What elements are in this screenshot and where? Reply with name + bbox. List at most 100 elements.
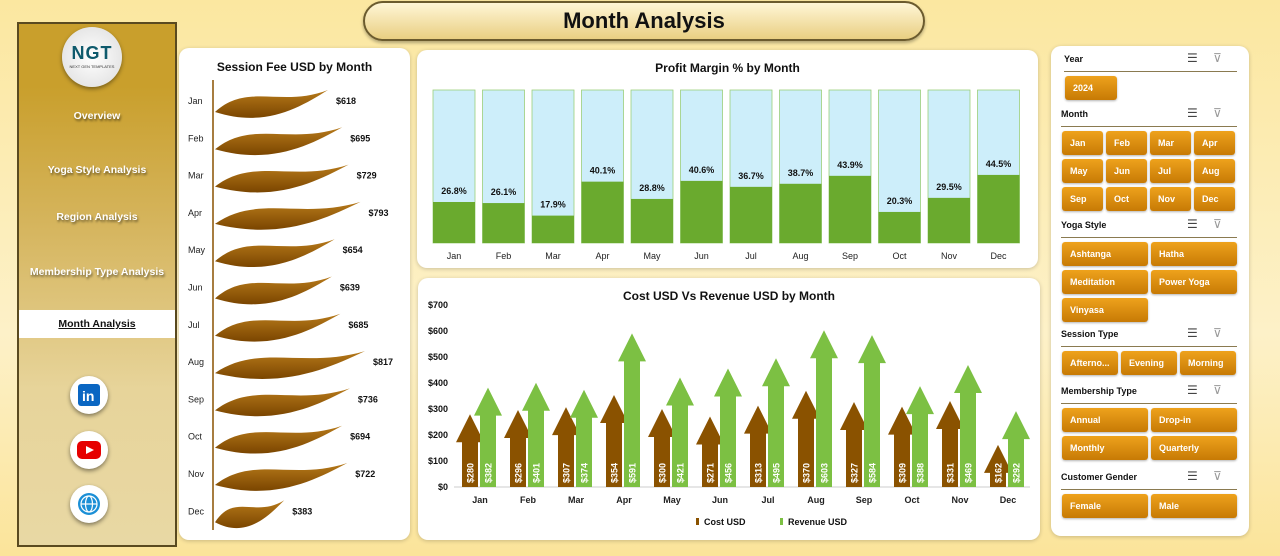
nav-month-analysis[interactable]: Month Analysis [19,310,175,338]
multi-select-icon[interactable]: ☰ [1187,217,1198,231]
y-tick-label: $200 [428,430,448,440]
category-label: Aug [792,251,808,261]
slicer-button[interactable]: Annual [1062,408,1148,432]
category-label: Oct [188,432,203,442]
slicer-button[interactable]: Quarterly [1151,436,1237,460]
slicer-title: Year [1064,54,1084,64]
slicer-button[interactable]: Meditation [1062,270,1148,294]
slicer-button[interactable]: Ashtanga [1062,242,1148,266]
cost-arrow [888,406,916,487]
category-label: Oct [892,251,907,261]
cost-arrow [696,416,724,487]
nav-membership-type-analysis[interactable]: Membership Type Analysis [29,266,165,278]
multi-select-icon[interactable]: ☰ [1187,106,1198,120]
fee-bar [215,313,341,342]
category-label: Apr [595,251,609,261]
slicer-button[interactable]: Male [1151,494,1237,518]
clear-filter-icon[interactable]: ⊽ [1213,326,1222,340]
slicer-button[interactable]: Nov [1150,187,1191,211]
slicer-button[interactable]: Vinyasa [1062,298,1148,322]
slicer-button[interactable]: Jan [1062,131,1103,155]
data-label: 38.7% [788,168,814,178]
category-label: Jan [472,495,488,505]
category-label: Feb [496,251,512,261]
clear-filter-icon[interactable]: ⊽ [1213,106,1222,120]
data-label: $292 [1012,463,1022,483]
data-label: 43.9% [837,160,863,170]
category-label: Apr [616,495,632,505]
data-label: $685 [348,320,368,330]
fee-bar [215,351,365,379]
revenue-arrow [570,389,598,487]
slicer-button[interactable]: Mar [1150,131,1191,155]
category-label: Mar [545,251,561,261]
data-label: $296 [514,463,524,483]
slicer-button[interactable]: Morning [1180,351,1236,375]
clear-filter-icon[interactable]: ⊽ [1213,383,1222,397]
slicer-button[interactable]: Monthly [1062,436,1148,460]
category-label: Feb [188,133,204,143]
multi-select-icon[interactable]: ☰ [1187,51,1198,65]
category-label: Aug [807,495,825,505]
chart-title: Profit Margin % by Month [655,61,800,75]
svg-text:in: in [82,388,94,404]
fee-bar [215,388,350,417]
y-tick-label: $500 [428,352,448,362]
slicer-button[interactable]: Jul [1150,159,1191,183]
divider [1064,71,1237,72]
fee-bar [215,500,285,529]
slicer-button[interactable]: Hatha [1151,242,1237,266]
slicer-button[interactable]: Dec [1194,187,1235,211]
slicer-button[interactable]: Power Yoga [1151,270,1237,294]
data-label: 26.1% [491,187,517,197]
slicer-button[interactable]: Jun [1106,159,1147,183]
slicer-button[interactable]: May [1062,159,1103,183]
multi-select-icon[interactable]: ☰ [1187,326,1198,340]
fee-bar [215,127,343,156]
slicer-title: Membership Type [1061,386,1137,396]
multi-select-icon[interactable]: ☰ [1187,383,1198,397]
fee-bar [215,276,332,305]
category-label: Jun [694,251,709,261]
multi-select-icon[interactable]: ☰ [1187,469,1198,483]
data-label: $271 [706,463,716,483]
profit-bar [829,175,871,243]
cost-revenue-chart: $0 $100 $200 $300 $400 $500 $600 $700 $280 $382 Ja… [428,300,1030,527]
data-label: $370 [802,463,812,483]
profit-bar [581,181,624,243]
slicer-button[interactable]: Sep [1062,187,1103,211]
category-label: Jul [745,251,757,261]
linkedin-icon[interactable]: in [70,376,108,414]
slicer-button[interactable]: 2024 [1065,76,1117,100]
category-label: May [663,495,681,505]
slicer-title: Customer Gender [1061,472,1138,482]
globe-icon[interactable] [70,485,108,523]
fee-bar [215,201,361,230]
profit-bar [928,197,970,243]
slicer-button[interactable]: Evening [1121,351,1177,375]
nav-yoga-style-analysis[interactable]: Yoga Style Analysis [47,164,147,176]
cost-arrow [840,401,868,487]
profit-bar [779,183,822,243]
data-label: $401 [532,463,542,483]
clear-filter-icon[interactable]: ⊽ [1213,469,1222,483]
slicer-button[interactable]: Apr [1194,131,1235,155]
nav-overview[interactable]: Overview [73,110,121,122]
cost-arrow [456,414,484,487]
nav-region-analysis[interactable]: Region Analysis [56,211,138,223]
category-label: Dec [188,506,205,516]
slicer-button[interactable]: Oct [1106,187,1147,211]
session-fee-chart: Jan $618 Feb $695 Mar $729 Apr $793 May $654 Jun $6… [188,80,393,530]
slicer-button[interactable]: Female [1062,494,1148,518]
slicer-button[interactable]: Drop-in [1151,408,1237,432]
logo: NGT NEXT GEN TEMPLATES [62,27,122,87]
youtube-icon[interactable] [70,431,108,469]
slicer-button[interactable]: Aug [1194,159,1235,183]
clear-filter-icon[interactable]: ⊽ [1213,217,1222,231]
cost-arrow [600,394,628,487]
clear-filter-icon[interactable]: ⊽ [1213,51,1222,65]
slicer-button[interactable]: Afterno... [1062,351,1118,375]
data-label: $374 [580,463,590,483]
revenue-arrow [714,368,742,487]
slicer-button[interactable]: Feb [1106,131,1147,155]
